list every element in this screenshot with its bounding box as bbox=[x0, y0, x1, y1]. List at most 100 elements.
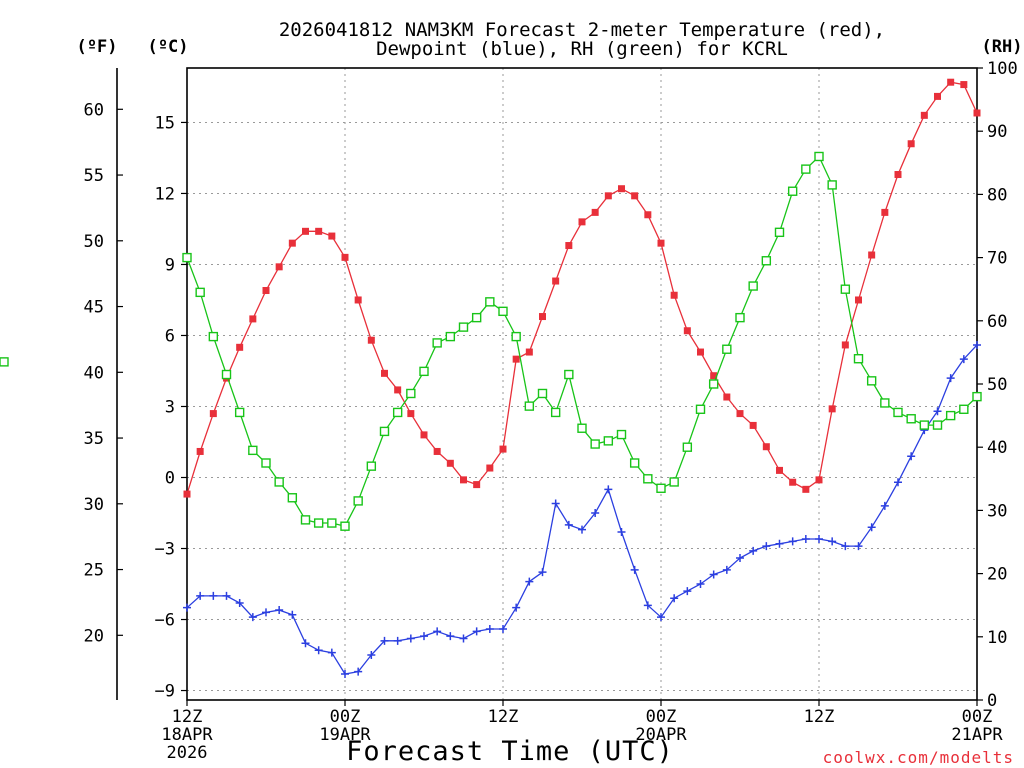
temperature-point bbox=[894, 171, 902, 179]
rh-point bbox=[406, 388, 416, 399]
dewpoint-point bbox=[314, 646, 323, 655]
time-tick-label: 12Z bbox=[488, 707, 519, 727]
rh-point bbox=[761, 256, 772, 266]
temperature-point bbox=[723, 393, 731, 401]
rh-tick-label: 100 bbox=[987, 59, 1018, 79]
rh-point bbox=[774, 227, 785, 238]
rh-point bbox=[327, 518, 337, 528]
temperature-point bbox=[657, 239, 665, 247]
temperature-point bbox=[341, 253, 349, 261]
rh-point bbox=[616, 429, 627, 440]
time-tick-label: 20APR bbox=[635, 725, 687, 745]
rh-point bbox=[643, 474, 653, 484]
temperature-point bbox=[881, 208, 889, 216]
temperature-point bbox=[249, 315, 257, 323]
rh-point bbox=[208, 331, 219, 342]
celsius-tick-label: 15 bbox=[155, 113, 175, 133]
time-tick-label: 00Z bbox=[646, 707, 677, 727]
rh-point bbox=[511, 331, 521, 342]
temperature-point bbox=[736, 410, 744, 418]
rh-point bbox=[432, 338, 442, 348]
rh-tick-label: 50 bbox=[987, 375, 1007, 395]
temperature-point bbox=[644, 211, 652, 219]
rh-point bbox=[550, 407, 561, 418]
dewpoint-point bbox=[564, 520, 573, 529]
temperature-point bbox=[618, 185, 625, 193]
rh-point bbox=[893, 407, 903, 418]
dewpoint-point bbox=[709, 570, 718, 579]
dewpoint-point bbox=[551, 499, 560, 508]
dewpoint-point bbox=[262, 608, 270, 617]
celsius-tick-label: −9 bbox=[155, 682, 175, 702]
rh-point bbox=[866, 376, 877, 386]
fahrenheit-tick-label: 30 bbox=[84, 495, 104, 515]
time-tick-label: 12Z bbox=[804, 707, 835, 727]
rh-point bbox=[471, 312, 482, 323]
rh-point bbox=[419, 366, 429, 377]
temperature-point bbox=[565, 242, 573, 250]
time-tick-label: 18APR bbox=[161, 725, 213, 745]
dewpoint-point bbox=[499, 624, 507, 633]
dewpoint-point bbox=[933, 407, 942, 416]
dewpoint-point bbox=[380, 636, 389, 645]
temperature-point bbox=[512, 355, 520, 363]
time-tick-label: 00Z bbox=[330, 707, 361, 727]
temperature-point bbox=[683, 327, 691, 335]
credit-text: coolwx.com/modelts bbox=[823, 748, 1014, 767]
temperature-point bbox=[433, 447, 441, 455]
dewpoint-point bbox=[722, 565, 731, 574]
temperature-point bbox=[499, 445, 507, 453]
series-open-square bbox=[0, 151, 982, 531]
temperature-point bbox=[236, 343, 244, 351]
rh-point bbox=[880, 398, 890, 408]
temperature-point bbox=[670, 291, 678, 299]
time-tick-label: 19APR bbox=[319, 725, 371, 745]
temperature-point bbox=[302, 227, 309, 235]
rh-point bbox=[287, 493, 298, 503]
dewpoint-point bbox=[630, 565, 639, 574]
rh-point bbox=[537, 388, 548, 399]
temperature-point bbox=[947, 78, 955, 86]
temperature-point bbox=[354, 296, 362, 304]
temperature-point bbox=[183, 490, 191, 498]
rh-point bbox=[708, 379, 719, 389]
rh-point bbox=[840, 284, 851, 294]
time-tick-label: 2026 bbox=[167, 743, 208, 763]
rh-point bbox=[261, 458, 271, 468]
fahrenheit-tick-label: 35 bbox=[84, 429, 104, 449]
dewpoint-point bbox=[854, 542, 863, 551]
time-tick-label: 12Z bbox=[172, 707, 203, 727]
rh-point bbox=[748, 281, 758, 291]
temperature-point bbox=[420, 431, 428, 439]
dewpoint-point bbox=[235, 598, 244, 607]
time-tick-label: 00Z bbox=[962, 707, 993, 727]
dewpoint-point bbox=[591, 509, 600, 518]
rh-point bbox=[524, 401, 535, 411]
dewpoint-point bbox=[420, 632, 428, 641]
rh-point bbox=[182, 252, 192, 263]
temperature-point bbox=[802, 485, 810, 493]
celsius-axis: −9 −6 −3 0 3 6 9 12 15 bbox=[155, 113, 187, 702]
temperature-point bbox=[934, 92, 941, 100]
temperature-point bbox=[209, 410, 217, 418]
rh-point bbox=[827, 180, 837, 190]
rh-point bbox=[932, 420, 943, 430]
rh-point bbox=[669, 477, 679, 487]
dewpoint-point bbox=[472, 627, 481, 636]
dewpoint-point bbox=[433, 627, 442, 636]
dewpoint-point bbox=[880, 501, 889, 510]
temperature-point bbox=[710, 372, 718, 380]
rh-point bbox=[498, 306, 508, 317]
fahrenheit-tick-label: 45 bbox=[84, 298, 104, 318]
rh-point bbox=[458, 322, 469, 332]
rh-point bbox=[577, 423, 587, 433]
rh-tick-label: 10 bbox=[987, 628, 1007, 648]
rh-axis-label: (RH) bbox=[982, 37, 1023, 57]
rh-point bbox=[392, 407, 403, 418]
temperature-point bbox=[907, 140, 915, 148]
rh-point bbox=[853, 354, 864, 364]
dewpoint-point bbox=[446, 632, 455, 641]
temperature-point bbox=[552, 277, 560, 285]
plot-frame bbox=[186, 67, 978, 701]
rh-point bbox=[0, 357, 9, 367]
